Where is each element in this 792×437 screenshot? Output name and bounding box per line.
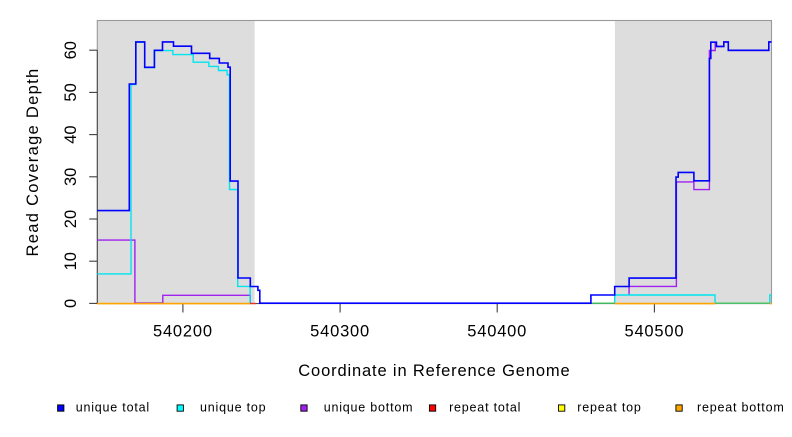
svg-text:10: 10 [62,252,80,270]
svg-text:unique top: unique top [200,400,266,414]
svg-text:unique bottom: unique bottom [324,400,414,414]
svg-text:540400: 540400 [467,323,527,341]
svg-text:repeat bottom: repeat bottom [697,400,785,414]
svg-text:540200: 540200 [153,323,213,341]
svg-text:540300: 540300 [310,323,370,341]
svg-text:40: 40 [62,125,80,143]
svg-text:0: 0 [62,299,80,308]
svg-text:20: 20 [62,210,80,228]
svg-text:unique total: unique total [76,400,150,414]
svg-text:Read Coverage Depth: Read Coverage Depth [24,68,42,257]
svg-text:30: 30 [62,168,80,186]
svg-text:60: 60 [62,41,80,59]
svg-text:repeat top: repeat top [577,400,641,414]
svg-text:repeat total: repeat total [449,400,521,414]
svg-text:540500: 540500 [624,323,684,341]
svg-text:Coordinate in Reference Genome: Coordinate in Reference Genome [298,362,570,380]
svg-text:50: 50 [62,83,80,101]
